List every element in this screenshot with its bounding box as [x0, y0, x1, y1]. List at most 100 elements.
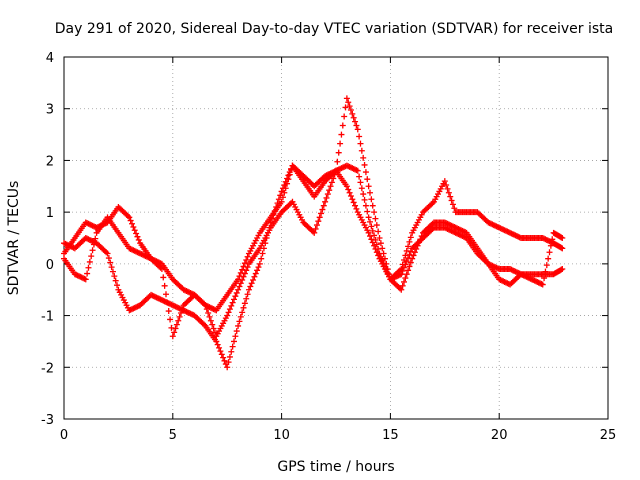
trace-marker: [236, 283, 243, 290]
x-tick-label: 25: [600, 428, 617, 443]
trace-marker: [330, 175, 337, 182]
trace-marker: [89, 247, 96, 254]
trace-marker: [84, 270, 91, 277]
trace-marker: [372, 245, 379, 252]
trace-marker: [402, 275, 409, 282]
trace-marker: [345, 99, 352, 106]
trace-marker: [90, 241, 97, 248]
trace-marker: [401, 256, 407, 263]
trace-marker: [320, 202, 327, 209]
trace-marker: [542, 268, 549, 275]
data-point: [365, 214, 372, 221]
trace-marker: [176, 313, 183, 320]
trace-marker: [448, 197, 455, 204]
trace-marker: [232, 293, 239, 300]
trace-marker: [547, 242, 554, 249]
trace-marker: [347, 107, 354, 114]
grid-lines: [64, 57, 608, 419]
trace-marker: [243, 295, 250, 302]
trace-marker: [323, 194, 330, 201]
trace-marker: [352, 118, 359, 125]
data-point: [224, 364, 231, 371]
data-point: [343, 183, 350, 190]
trace-marker: [358, 185, 365, 192]
trace-marker: [405, 255, 412, 262]
trace-marker: [312, 225, 319, 232]
trace-marker: [240, 273, 247, 280]
trace-marker: [328, 179, 335, 186]
y-tick-label: 4: [46, 51, 54, 66]
trace-marker: [255, 264, 262, 271]
trace-marker: [233, 328, 240, 335]
trace-marker: [259, 250, 266, 257]
data-point: [441, 178, 448, 185]
trace-marker: [279, 185, 286, 192]
trace-marker: [405, 243, 412, 250]
trace-marker: [88, 253, 95, 260]
trace-marker: [316, 214, 323, 221]
trace-marker: [541, 275, 548, 282]
trace-marker: [275, 196, 282, 203]
trace-marker: [372, 215, 379, 222]
trace-marker: [326, 187, 333, 194]
trace-marker: [406, 263, 413, 270]
data-point: [126, 214, 133, 221]
trace-marker: [214, 341, 221, 348]
trace-marker: [129, 220, 135, 227]
trace-marker: [241, 270, 248, 277]
trace-marker: [373, 222, 380, 229]
trace-marker: [313, 222, 320, 229]
trace-marker: [447, 193, 454, 200]
x-tick-label: 15: [382, 428, 399, 443]
trace-marker: [449, 201, 456, 208]
trace-marker: [273, 203, 280, 210]
trace-marker: [243, 256, 250, 263]
data-point: [158, 266, 165, 273]
trace-marker: [171, 329, 178, 336]
trace-marker: [221, 357, 228, 364]
trace-marker: [205, 309, 212, 316]
trace-marker: [92, 235, 99, 242]
trace-marker: [105, 255, 112, 262]
trace-marker: [244, 253, 251, 260]
trace-marker: [239, 309, 246, 316]
trace-marker: [209, 321, 216, 328]
trace-marker: [407, 248, 414, 255]
trace-marker: [173, 321, 180, 328]
trace-marker: [107, 259, 114, 266]
trace-marker: [239, 277, 246, 284]
trace-marker: [244, 264, 251, 271]
trace-marker: [406, 251, 413, 258]
trace-marker: [337, 140, 344, 147]
trace-marker: [229, 343, 236, 350]
trace-marker: [451, 205, 458, 212]
trace-marker: [368, 236, 375, 243]
trace-marker: [357, 179, 364, 186]
trace-marker: [252, 270, 259, 277]
trace-marker: [231, 338, 237, 345]
trace-marker: [226, 306, 233, 313]
trace-marker: [232, 333, 239, 340]
trace-marker: [347, 192, 354, 199]
trace-marker: [165, 308, 172, 315]
trace-marker: [399, 282, 406, 289]
trace-marker: [315, 218, 322, 225]
data-point: [365, 183, 372, 190]
data-point: [559, 266, 566, 273]
trace-marker: [360, 191, 367, 198]
trace-marker: [130, 224, 137, 231]
trace-marker: [109, 268, 116, 275]
trace-marker: [339, 122, 346, 129]
data-point: [398, 286, 405, 293]
trace-marker: [406, 238, 413, 245]
trace-marker: [445, 189, 452, 196]
trace-marker: [368, 223, 375, 230]
trace-marker: [237, 313, 244, 320]
trace-marker: [334, 158, 341, 165]
data-point: [354, 126, 361, 133]
trace-marker: [254, 267, 261, 274]
trace-marker: [362, 202, 369, 209]
x-axis-label: GPS time / hours: [277, 459, 394, 475]
trace-marker: [319, 206, 326, 213]
trace-marker: [236, 318, 243, 325]
